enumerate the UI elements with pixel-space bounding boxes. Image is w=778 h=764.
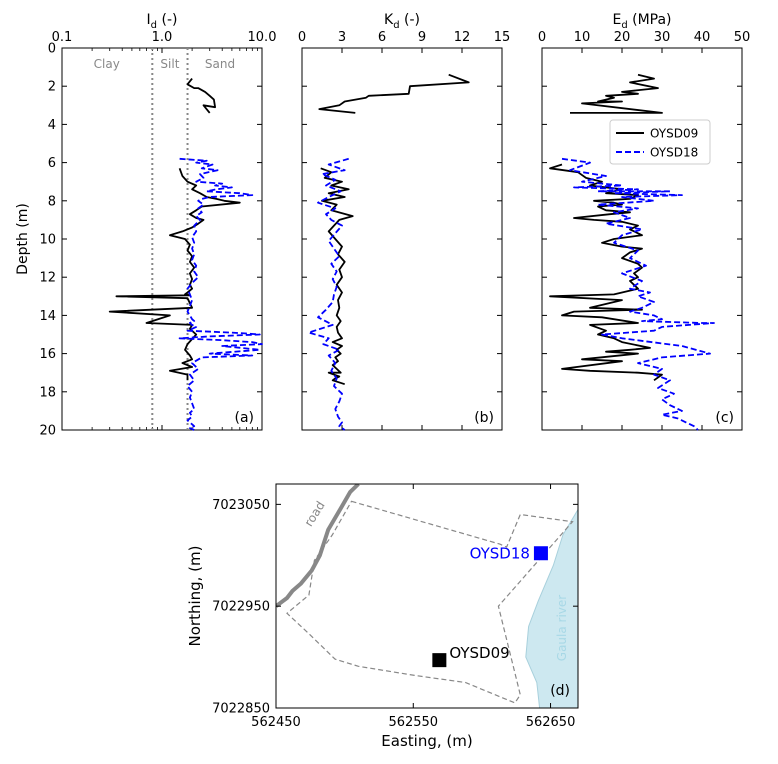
- x-tick-label: 15: [494, 30, 511, 45]
- y-axis-title: Depth (m): [15, 203, 31, 275]
- map-content: road Gaula river: [276, 484, 578, 708]
- point-label-oysd18: OYSD18: [470, 545, 530, 563]
- point-oysd09: [432, 653, 447, 668]
- y-tick-label: 12: [39, 271, 56, 286]
- legend-label-oysd18: OYSD18: [650, 146, 698, 160]
- x-tick-label: 562650: [526, 715, 576, 730]
- panel-a: 0.1 1.0 10.0 0 2 4 6 8 10 12 14 16 18 20 Id (-) Clay Sil…: [39, 12, 276, 439]
- y-tick-label: 2: [48, 80, 56, 95]
- series-line-oysd09-1: [549, 163, 663, 382]
- y-tick-label: 7022850: [212, 702, 270, 717]
- y-tick-label: 6: [48, 156, 56, 171]
- x-axis-title: Kd (-): [384, 12, 420, 31]
- plot-frame: [275, 483, 579, 709]
- y-tick-label: 14: [39, 309, 56, 324]
- x-tick-label: 0: [538, 30, 546, 45]
- road-line: [276, 484, 360, 608]
- panel-b: 0 3 6 9 12 15 Kd (-) (b): [298, 12, 511, 431]
- x-tick-label: 20: [614, 30, 631, 45]
- river-area: [525, 508, 578, 708]
- x-tick-label: 562450: [251, 715, 301, 730]
- panel-label: (c): [715, 410, 734, 426]
- y-axis-title: Northing, (m): [186, 545, 204, 646]
- x-tick-label: 1.0: [152, 30, 173, 45]
- x-tick-label: 12: [454, 30, 471, 45]
- plot-frame: [61, 47, 263, 431]
- legend: OYSD09 OYSD18: [609, 119, 711, 165]
- y-tick-label: 4: [48, 118, 56, 133]
- panel-c: 0 10 20 30 40 50 Ed (MPa) (c) OYSD09 OYSD18: [538, 12, 751, 431]
- panel-d: road Gaula river 562450 562550 562650 7022850…: [186, 483, 579, 750]
- x-tick-label: 0.1: [52, 30, 73, 45]
- x-tick-label: 0: [298, 30, 306, 45]
- zone-label-sand: Sand: [205, 57, 235, 71]
- x-axis-title: Easting, (m): [381, 732, 472, 750]
- y-tick-label: 10: [39, 233, 56, 248]
- x-tick-label: 10: [574, 30, 591, 45]
- road-label: road: [302, 499, 328, 529]
- y-tick-label: 20: [39, 424, 56, 439]
- y-tick-label: 16: [39, 347, 56, 362]
- legend-label-oysd09: OYSD09: [650, 127, 698, 141]
- x-tick-label: 50: [734, 30, 751, 45]
- point-label-oysd09: OYSD09: [449, 644, 509, 662]
- series-line-oysd18-2: [307, 157, 349, 431]
- series-line-oysd09-1: [108, 167, 241, 381]
- x-tick-label: 9: [418, 30, 426, 45]
- series-line-oysd09-0: [570, 73, 663, 114]
- y-tick-label: 7023050: [212, 498, 270, 513]
- series-line-oysd09-0: [186, 78, 217, 114]
- site-boundary: [286, 500, 574, 704]
- series-line-oysd18-2: [178, 157, 263, 431]
- x-tick-label: 10.0: [248, 30, 277, 45]
- x-tick-label: 3: [338, 30, 346, 45]
- series-line-oysd09-0: [318, 73, 470, 114]
- point-oysd18: [533, 546, 548, 561]
- x-tick-label: 562550: [388, 715, 438, 730]
- x-tick-label: 30: [654, 30, 671, 45]
- river-label: Gaula river: [555, 595, 569, 662]
- zone-label-clay: Clay: [94, 57, 120, 71]
- y-tick-label: 8: [48, 194, 56, 209]
- x-axis-title: Ed (MPa): [612, 12, 671, 31]
- x-tick-label: 6: [378, 30, 386, 45]
- y-tick-label: 18: [39, 385, 56, 400]
- y-tick-label: 7022950: [212, 600, 270, 615]
- x-axis-title: Id (-): [147, 12, 178, 31]
- series-line-oysd09-1: [320, 167, 354, 386]
- y-tick-label: 0: [48, 42, 56, 57]
- series-line-oysd18-2: [561, 157, 715, 431]
- panel-label: (d): [550, 683, 570, 699]
- panel-label: (b): [474, 410, 494, 426]
- x-tick-label: 40: [694, 30, 711, 45]
- zone-label-silt: Silt: [160, 57, 179, 71]
- panel-label: (a): [234, 410, 254, 426]
